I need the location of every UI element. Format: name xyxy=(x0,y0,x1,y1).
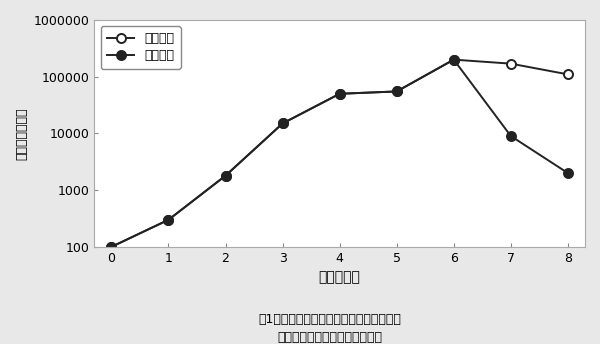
天敵あり xyxy=(507,134,514,138)
天敵あり xyxy=(450,57,457,62)
Text: 図1　トマトサビダニの増殖と天敵の効果: 図1 トマトサビダニの増殖と天敵の効果 xyxy=(259,313,401,326)
Legend: 天敵なし, 天敵あり: 天敵なし, 天敵あり xyxy=(101,26,181,68)
天敵あり xyxy=(564,171,571,175)
Line: 天敵あり: 天敵あり xyxy=(107,55,572,251)
天敵あり xyxy=(108,245,115,249)
天敵なし xyxy=(450,57,457,62)
天敵あり xyxy=(222,174,229,178)
天敵なし xyxy=(336,92,343,96)
天敵なし xyxy=(279,121,286,126)
天敵なし xyxy=(108,245,115,249)
天敵あり xyxy=(279,121,286,126)
X-axis label: 放飼後週数: 放飼後週数 xyxy=(319,270,361,284)
Line: 天敵なし: 天敵なし xyxy=(107,55,572,251)
天敵なし xyxy=(222,174,229,178)
天敵あり xyxy=(165,218,172,222)
Text: （天敵は一部の株に自然発生）: （天敵は一部の株に自然発生） xyxy=(277,331,383,344)
天敵あり xyxy=(336,92,343,96)
天敵なし xyxy=(564,72,571,76)
天敵なし xyxy=(507,62,514,66)
天敵なし xyxy=(165,218,172,222)
天敵なし xyxy=(393,89,400,94)
天敵あり xyxy=(393,89,400,94)
Y-axis label: 株当たり成虫数: 株当たり成虫数 xyxy=(15,107,28,160)
